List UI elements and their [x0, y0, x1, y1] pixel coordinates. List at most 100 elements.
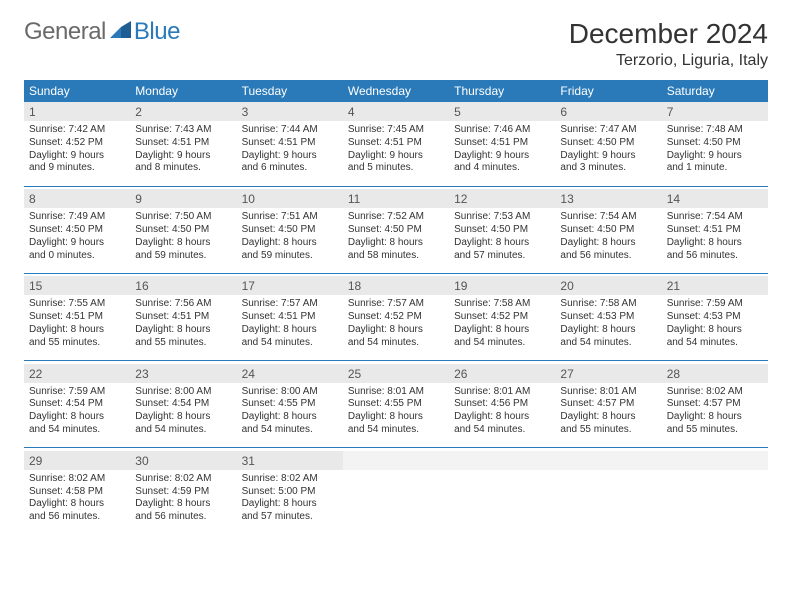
- day-line: and 3 minutes.: [560, 162, 656, 175]
- day-line: and 56 minutes.: [560, 250, 656, 263]
- day-line: Daylight: 8 hours: [29, 498, 125, 511]
- day-line: and 56 minutes.: [667, 250, 763, 263]
- day-details: Sunrise: 7:48 AMSunset: 4:50 PMDaylight:…: [662, 121, 768, 183]
- day-line: Daylight: 8 hours: [454, 237, 550, 250]
- day-details: Sunrise: 7:58 AMSunset: 4:52 PMDaylight:…: [449, 295, 555, 357]
- day-line: and 56 minutes.: [29, 511, 125, 524]
- day-line: and 54 minutes.: [560, 337, 656, 350]
- page-title: December 2024: [569, 18, 768, 50]
- day-details: Sunrise: 8:01 AMSunset: 4:55 PMDaylight:…: [343, 383, 449, 445]
- daynum-row: 22232425262728: [24, 364, 768, 383]
- day-line: Sunset: 4:53 PM: [560, 311, 656, 324]
- day-line: and 55 minutes.: [135, 337, 231, 350]
- day-line: and 57 minutes.: [242, 511, 338, 524]
- day-line: Sunset: 4:50 PM: [348, 224, 444, 237]
- day-line: and 5 minutes.: [348, 162, 444, 175]
- brand-logo: General Blue: [24, 18, 180, 46]
- day-details: Sunrise: 7:49 AMSunset: 4:50 PMDaylight:…: [24, 208, 130, 270]
- day-line: Daylight: 8 hours: [560, 411, 656, 424]
- day-line: Sunrise: 7:57 AM: [242, 298, 338, 311]
- day-line: and 6 minutes.: [242, 162, 338, 175]
- dow-header: Thursday: [449, 80, 555, 102]
- day-line: and 0 minutes.: [29, 250, 125, 263]
- daynum-row: 15161718192021: [24, 276, 768, 295]
- day-line: Sunrise: 7:59 AM: [29, 386, 125, 399]
- daybody-row: Sunrise: 8:02 AMSunset: 4:58 PMDaylight:…: [24, 470, 768, 532]
- day-line: Sunrise: 8:01 AM: [454, 386, 550, 399]
- day-line: and 56 minutes.: [135, 511, 231, 524]
- day-line: Sunrise: 7:58 AM: [560, 298, 656, 311]
- day-line: Sunset: 4:51 PM: [135, 311, 231, 324]
- day-number: 14: [662, 189, 768, 208]
- day-line: Sunset: 4:50 PM: [560, 224, 656, 237]
- daybody-row: Sunrise: 7:49 AMSunset: 4:50 PMDaylight:…: [24, 208, 768, 270]
- day-line: Sunset: 4:56 PM: [454, 398, 550, 411]
- day-line: Sunrise: 8:00 AM: [242, 386, 338, 399]
- day-line: Daylight: 9 hours: [242, 150, 338, 163]
- day-line: Sunset: 4:54 PM: [135, 398, 231, 411]
- location-subtitle: Terzorio, Liguria, Italy: [569, 52, 768, 70]
- day-line: Daylight: 8 hours: [29, 324, 125, 337]
- day-line: Sunset: 4:57 PM: [667, 398, 763, 411]
- day-line: Sunset: 4:51 PM: [242, 311, 338, 324]
- day-details: Sunrise: 7:55 AMSunset: 4:51 PMDaylight:…: [24, 295, 130, 357]
- day-details: Sunrise: 8:02 AMSunset: 4:57 PMDaylight:…: [662, 383, 768, 445]
- day-line: Sunrise: 7:53 AM: [454, 211, 550, 224]
- day-number: [449, 451, 555, 470]
- day-details: Sunrise: 7:53 AMSunset: 4:50 PMDaylight:…: [449, 208, 555, 270]
- day-details: [449, 470, 555, 532]
- day-line: Sunset: 4:59 PM: [135, 486, 231, 499]
- day-details: [662, 470, 768, 532]
- day-line: and 58 minutes.: [348, 250, 444, 263]
- day-line: Daylight: 8 hours: [242, 411, 338, 424]
- day-line: Sunrise: 7:48 AM: [667, 124, 763, 137]
- day-number: 10: [237, 189, 343, 208]
- day-number: [343, 451, 449, 470]
- day-details: Sunrise: 8:00 AMSunset: 4:54 PMDaylight:…: [130, 383, 236, 445]
- day-line: and 57 minutes.: [454, 250, 550, 263]
- day-line: Sunrise: 7:47 AM: [560, 124, 656, 137]
- day-line: Sunrise: 8:01 AM: [348, 386, 444, 399]
- day-number: 6: [555, 102, 661, 121]
- day-details: Sunrise: 7:57 AMSunset: 4:51 PMDaylight:…: [237, 295, 343, 357]
- dow-header: Saturday: [662, 80, 768, 102]
- day-line: Daylight: 8 hours: [135, 324, 231, 337]
- day-line: Sunset: 4:57 PM: [560, 398, 656, 411]
- day-details: Sunrise: 7:59 AMSunset: 4:53 PMDaylight:…: [662, 295, 768, 357]
- day-details: [555, 470, 661, 532]
- day-number: 9: [130, 189, 236, 208]
- header: General Blue December 2024 Terzorio, Lig…: [24, 18, 768, 70]
- day-line: Sunset: 4:53 PM: [667, 311, 763, 324]
- day-details: Sunrise: 8:01 AMSunset: 4:57 PMDaylight:…: [555, 383, 661, 445]
- day-details: Sunrise: 7:51 AMSunset: 4:50 PMDaylight:…: [237, 208, 343, 270]
- day-number: 22: [24, 364, 130, 383]
- day-line: Sunrise: 8:01 AM: [560, 386, 656, 399]
- day-line: and 9 minutes.: [29, 162, 125, 175]
- day-number: 11: [343, 189, 449, 208]
- day-line: Sunset: 4:51 PM: [667, 224, 763, 237]
- day-details: Sunrise: 7:56 AMSunset: 4:51 PMDaylight:…: [130, 295, 236, 357]
- day-details: Sunrise: 8:02 AMSunset: 4:58 PMDaylight:…: [24, 470, 130, 532]
- day-line: Sunrise: 7:43 AM: [135, 124, 231, 137]
- day-number: 24: [237, 364, 343, 383]
- day-details: Sunrise: 7:58 AMSunset: 4:53 PMDaylight:…: [555, 295, 661, 357]
- day-line: and 8 minutes.: [135, 162, 231, 175]
- daybody-row: Sunrise: 7:42 AMSunset: 4:52 PMDaylight:…: [24, 121, 768, 183]
- day-line: Daylight: 8 hours: [135, 411, 231, 424]
- day-line: Sunrise: 7:44 AM: [242, 124, 338, 137]
- day-number: 1: [24, 102, 130, 121]
- day-number: 23: [130, 364, 236, 383]
- day-line: and 4 minutes.: [454, 162, 550, 175]
- day-line: Sunrise: 8:02 AM: [29, 473, 125, 486]
- day-line: Sunset: 4:55 PM: [242, 398, 338, 411]
- day-line: Sunset: 4:58 PM: [29, 486, 125, 499]
- day-line: Sunrise: 7:45 AM: [348, 124, 444, 137]
- day-details: Sunrise: 7:57 AMSunset: 4:52 PMDaylight:…: [343, 295, 449, 357]
- day-line: Daylight: 8 hours: [242, 237, 338, 250]
- day-line: and 54 minutes.: [348, 337, 444, 350]
- day-line: and 54 minutes.: [242, 337, 338, 350]
- day-number: 16: [130, 276, 236, 295]
- day-line: Sunset: 4:52 PM: [454, 311, 550, 324]
- day-line: Sunrise: 7:59 AM: [667, 298, 763, 311]
- day-line: Daylight: 9 hours: [560, 150, 656, 163]
